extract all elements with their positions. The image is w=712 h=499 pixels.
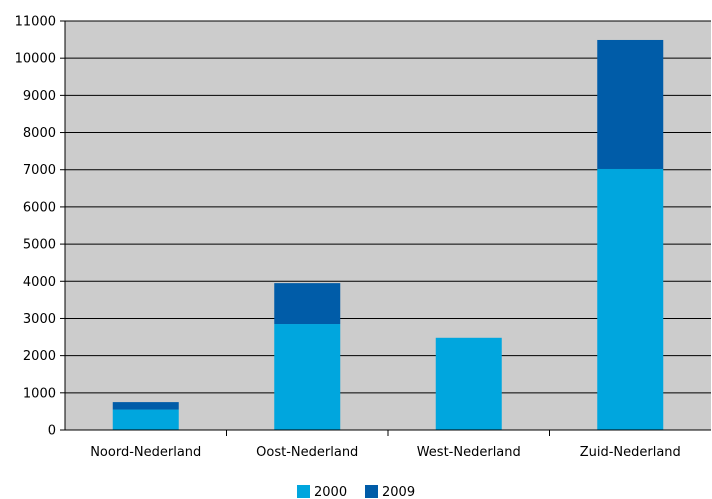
bars	[112, 39, 664, 430]
y-tick-label: 0	[48, 424, 56, 439]
bar-2009	[274, 283, 341, 325]
bar-2000	[274, 324, 341, 430]
y-tick-label: 1000	[23, 386, 56, 401]
y-tick-label: 2000	[23, 349, 56, 364]
x-tick-label: Zuid-Nederland	[580, 445, 681, 460]
legend-label: 2000	[314, 485, 347, 499]
legend-label: 2009	[382, 485, 415, 499]
y-tick-label: 8000	[23, 126, 56, 141]
legend-swatch	[365, 485, 378, 498]
bar-2000	[435, 337, 502, 430]
y-tick-label: 3000	[23, 312, 56, 327]
y-tick-label: 9000	[23, 89, 56, 104]
bar-2009	[597, 39, 664, 169]
x-tick-label: Oost-Nederland	[256, 445, 358, 460]
bar-2009	[112, 402, 179, 410]
x-tick-label: Noord-Nederland	[90, 445, 201, 460]
y-tick-label: 5000	[23, 238, 56, 253]
bar-2000	[112, 409, 179, 430]
y-tick-label: 11000	[15, 15, 56, 30]
legend: 2000 2009	[297, 485, 415, 499]
x-axis-ticks: Noord-Nederland Oost-Nederland West-Nederl…	[90, 430, 681, 460]
y-tick-label: 10000	[15, 52, 56, 67]
x-tick-label: West-Nederland	[417, 445, 521, 460]
legend-swatch	[297, 485, 310, 498]
y-axis-ticks: 0 1000 2000 3000 4000 5000 6000 7000 8000 9000 100…	[15, 15, 65, 439]
y-tick-label: 7000	[23, 163, 56, 178]
y-tick-label: 6000	[23, 200, 56, 215]
bar-2000	[597, 168, 664, 430]
y-tick-label: 4000	[23, 275, 56, 290]
